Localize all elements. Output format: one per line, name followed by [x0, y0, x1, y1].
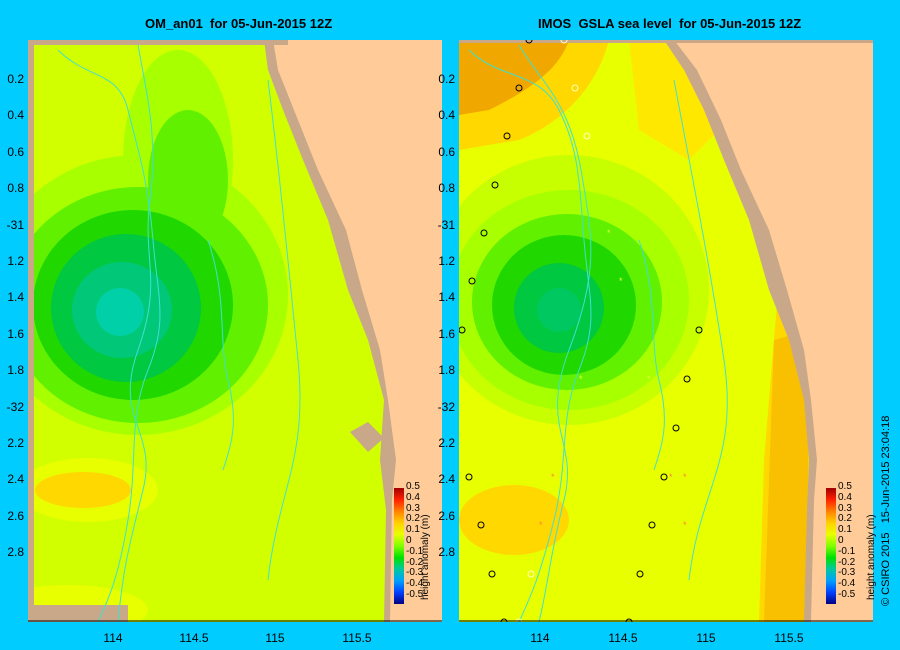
x-tick-label: 115: [265, 631, 285, 645]
x-tick-label: 115: [696, 631, 716, 645]
y-tick-label: 1.6: [438, 326, 455, 341]
x-tick-label: 114: [103, 631, 123, 645]
colorbar-tick-label: 0.2: [838, 513, 852, 525]
y-tick-label: 2.2: [7, 436, 24, 450]
x-tick-label: 114: [530, 631, 550, 645]
x-tick-label: 114.5: [608, 631, 638, 645]
y-tick-label: 0.6: [438, 144, 455, 159]
right-map: * * * * * * * * *: [459, 40, 873, 622]
right-colorbar: [826, 488, 836, 604]
right-colorbar-label: height anomaly (m): [866, 514, 877, 600]
y-tick-label: -32: [437, 399, 455, 414]
y-tick-label: 0.2: [7, 72, 24, 86]
svg-text:*: *: [579, 374, 583, 384]
left-colorbar-label: height anomaly (m): [420, 514, 431, 600]
y-tick-label: 1.4: [7, 290, 24, 305]
y-tick-label: 1.8: [438, 363, 455, 378]
y-tick-label: -32: [6, 399, 24, 414]
colorbar-tick-label: 0.5: [838, 481, 852, 492]
svg-text:*: *: [607, 228, 611, 238]
x-tick-label: 114.5: [179, 631, 209, 645]
colorbar-tick-label: -0.4: [838, 578, 856, 590]
colorbar-tick-label: 0.1: [838, 524, 852, 536]
colorbar-tick-label: -0.2: [406, 556, 424, 568]
right-map-title: IMOS GSLA sea level for 05-Jun-2015 12Z: [538, 16, 802, 31]
svg-text:*: *: [669, 472, 673, 482]
y-tick-label: 1.4: [438, 290, 455, 305]
x-tick-label: 115.5: [774, 631, 804, 645]
left-map-svg: [28, 40, 442, 622]
svg-text:*: *: [647, 374, 651, 384]
y-tick-label: 2.2: [438, 436, 455, 450]
y-tick-label: 1.8: [7, 363, 24, 378]
y-tick-label: -31: [6, 217, 24, 232]
colorbar-tick-label: -0.2: [838, 556, 856, 568]
y-tick-label: 1.2: [7, 254, 24, 268]
colorbar-tick-label: 0: [406, 535, 412, 546]
svg-text:*: *: [551, 472, 555, 482]
colorbar-tick-label: 0.4: [838, 491, 852, 503]
y-tick-label: 2.4: [7, 472, 24, 487]
colorbar-tick-label: 0: [838, 535, 844, 546]
y-tick-label: -31: [437, 217, 455, 232]
colorbar-tick-label: 0.1: [406, 524, 420, 536]
svg-text:*: *: [619, 276, 623, 286]
y-tick-label: 2.6: [438, 508, 455, 523]
colorbar-tick-label: -0.5: [838, 589, 856, 600]
left-colorbar: [394, 488, 404, 604]
colorbar-tick-label: -0.1: [838, 545, 856, 557]
y-tick-label: 2.8: [7, 545, 24, 560]
colorbar-tick-label: -0.4: [406, 578, 424, 590]
svg-text:*: *: [683, 520, 687, 530]
left-map: [28, 40, 442, 622]
y-tick-label: 2.4: [438, 472, 455, 487]
y-tick-label: 0.4: [7, 108, 24, 123]
y-tick-label: 2.6: [7, 508, 24, 523]
colorbar-tick-label: -0.1: [406, 545, 424, 557]
colorbar-tick-label: 0.4: [406, 491, 420, 503]
y-tick-label: 1.2: [438, 254, 455, 268]
colorbar-tick-label: 0.3: [406, 502, 420, 514]
left-map-title: OM_an01 for 05-Jun-2015 12Z: [145, 16, 333, 31]
colorbar-tick-label: -0.5: [406, 589, 424, 600]
colorbar-tick-label: 0.5: [406, 481, 420, 492]
y-tick-label: 1.6: [7, 326, 24, 341]
credit-text: © CSIRO 2015 15-Jun-2015 23:04:18: [880, 415, 892, 606]
y-tick-label: 0.6: [7, 144, 24, 159]
y-tick-label: 0.8: [7, 181, 24, 196]
colorbar-tick-label: 0.2: [406, 513, 420, 525]
colorbar-tick-label: 0.3: [838, 502, 852, 514]
x-tick-label: 115.5: [342, 631, 372, 645]
colorbar-tick-label: -0.3: [838, 567, 856, 579]
svg-text:*: *: [539, 520, 543, 530]
svg-text:*: *: [683, 472, 687, 482]
colorbar-tick-label: -0.3: [406, 567, 424, 579]
y-tick-label: 0.2: [438, 72, 455, 86]
y-tick-label: 0.8: [438, 181, 455, 196]
y-tick-label: 0.4: [438, 108, 455, 123]
y-tick-label: 2.8: [438, 545, 455, 560]
right-map-svg: * * * * * * * * *: [459, 40, 873, 622]
